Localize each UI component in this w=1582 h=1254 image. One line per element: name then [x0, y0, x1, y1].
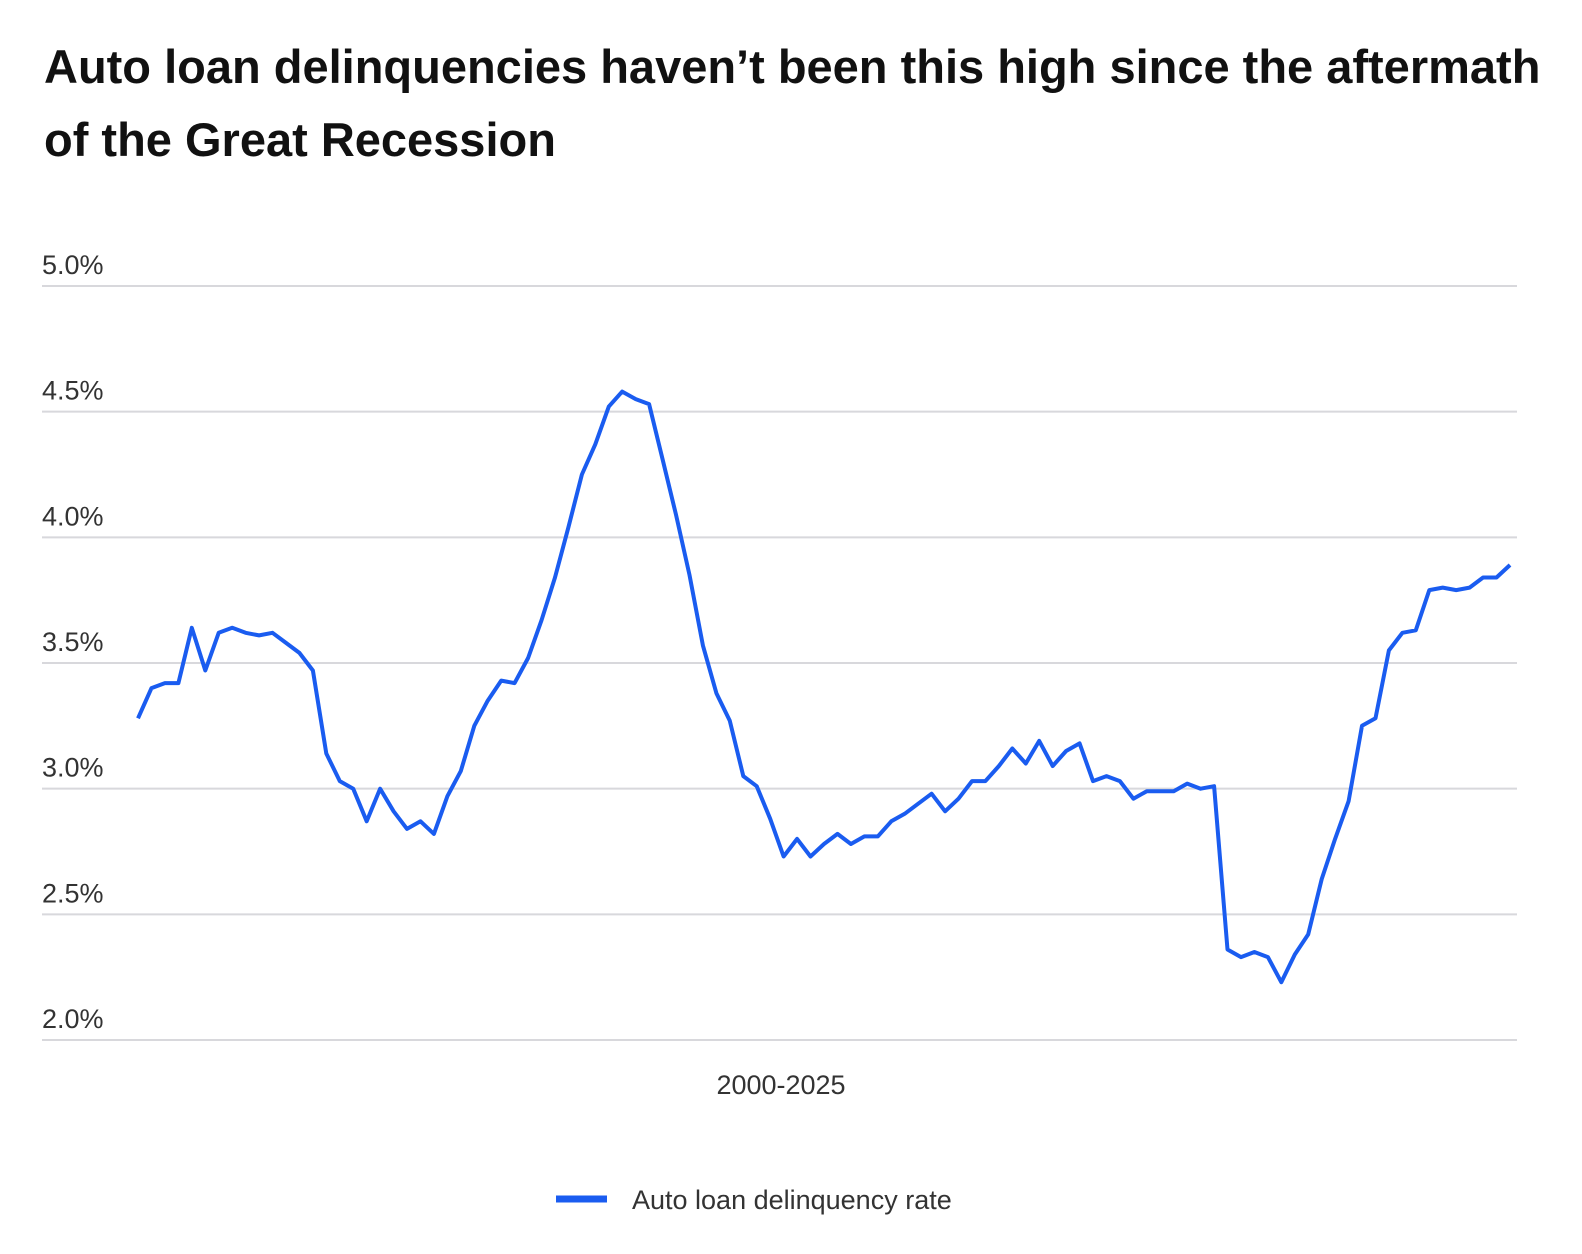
y-tick-label: 4.5%: [42, 376, 104, 406]
y-tick-label: 2.0%: [42, 1004, 104, 1034]
y-tick-label: 5.0%: [42, 250, 104, 280]
y-tick-label: 3.5%: [42, 627, 104, 657]
y-tick-label: 4.0%: [42, 501, 104, 531]
y-tick-label: 3.0%: [42, 753, 104, 783]
x-axis-label: 2000-2025: [716, 1070, 845, 1100]
chart-title: Auto loan delinquencies haven’t been thi…: [44, 40, 1541, 166]
y-tick-label: 2.5%: [42, 878, 104, 908]
legend-label: Auto loan delinquency rate: [632, 1185, 952, 1215]
data-line: [136, 389, 1512, 985]
